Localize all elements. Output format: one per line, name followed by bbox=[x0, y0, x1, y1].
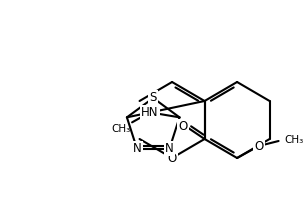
Text: O: O bbox=[178, 120, 188, 134]
Text: N: N bbox=[165, 142, 174, 155]
Text: CH₃: CH₃ bbox=[112, 124, 131, 134]
Text: HN: HN bbox=[141, 106, 159, 119]
Text: O: O bbox=[254, 140, 263, 152]
Text: O: O bbox=[168, 152, 177, 164]
Text: N: N bbox=[132, 142, 141, 155]
Text: CH₃: CH₃ bbox=[285, 135, 304, 145]
Text: S: S bbox=[149, 91, 157, 104]
